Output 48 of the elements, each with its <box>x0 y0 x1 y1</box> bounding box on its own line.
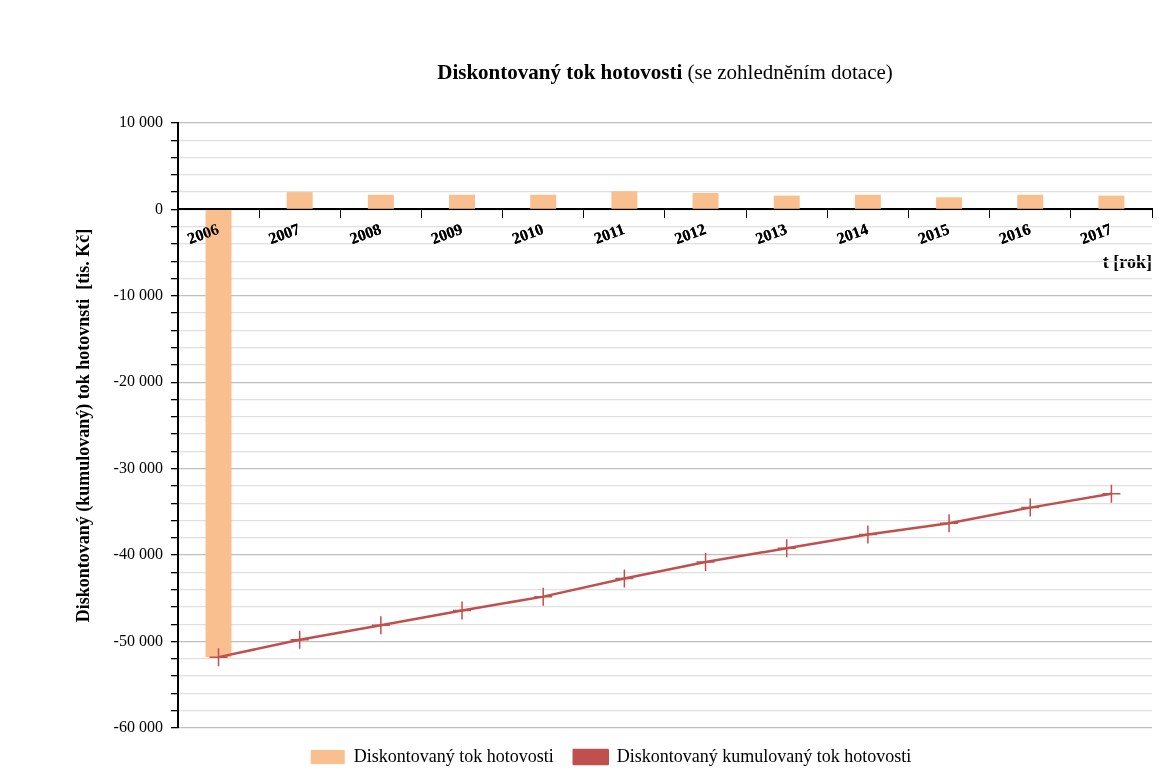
y-tick-label: -40 000 <box>113 545 163 563</box>
bar <box>286 192 313 209</box>
x-tick-label: 2012 <box>672 220 708 248</box>
x-tick-label: 2009 <box>428 220 465 248</box>
y-tick-label: -20 000 <box>113 372 163 390</box>
x-tick-label: 2006 <box>185 220 221 248</box>
point <box>939 513 959 533</box>
x-tick-label: 2010 <box>509 220 546 248</box>
y-tick-label: -10 000 <box>113 286 163 304</box>
x-tick-label: 2016 <box>996 220 1033 248</box>
y-tick-label: -30 000 <box>113 458 163 476</box>
bar <box>692 193 719 209</box>
bar <box>1098 195 1125 209</box>
point <box>1020 497 1040 518</box>
y-tick-label: 0 <box>154 199 163 217</box>
x-tick-label: 2015 <box>915 220 952 248</box>
bar <box>854 194 881 209</box>
bar <box>449 194 476 209</box>
bar <box>1017 194 1044 209</box>
chart-title: Diskontovaný tok hotovosti <box>437 60 683 84</box>
bar <box>773 195 800 209</box>
point <box>1101 484 1122 504</box>
point <box>208 647 229 667</box>
legend-label: Diskontovaný tok hotovosti <box>353 745 554 766</box>
x-tick-label: 2014 <box>834 220 871 248</box>
legend-label: Diskontovaný kumulovaný tok hotovosti <box>616 745 912 766</box>
bar <box>367 194 394 209</box>
point <box>371 615 391 635</box>
bar <box>611 191 638 209</box>
chart-subtitle: (se zohledněním dotace) <box>687 60 893 84</box>
x-tick-label: 2008 <box>347 220 384 248</box>
point <box>533 586 553 607</box>
point <box>695 552 716 572</box>
x-tick-label: 2017 <box>1077 220 1114 248</box>
x-tick-label: 2011 <box>591 220 627 247</box>
point <box>614 568 635 589</box>
y-tick-label: -60 000 <box>113 718 163 736</box>
y-tick-label: 10 000 <box>118 113 163 131</box>
bar <box>936 197 963 209</box>
point <box>289 630 310 650</box>
bar <box>530 194 557 209</box>
x-tick-label: 2013 <box>753 220 790 248</box>
point <box>776 538 797 558</box>
x-tick-label: 2007 <box>266 220 303 248</box>
y-axis-title: Diskontovaný (kumulovaný) tok hotovnsti [tis. Kč] <box>73 228 95 623</box>
point <box>452 600 472 621</box>
y-tick-label: -50 000 <box>113 631 163 649</box>
point <box>858 524 878 545</box>
